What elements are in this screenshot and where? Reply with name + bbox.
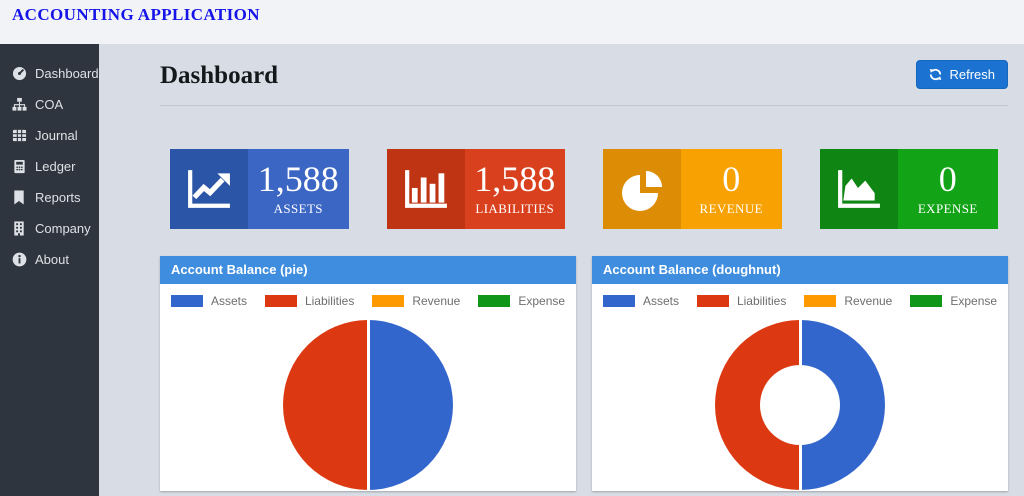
area-chart-icon bbox=[819, 149, 898, 229]
legend-swatch-liabilities bbox=[696, 295, 729, 307]
building-icon bbox=[11, 221, 27, 236]
stat-value: 0 bbox=[722, 159, 741, 199]
legend-label: Expense bbox=[518, 294, 566, 308]
header-divider bbox=[160, 105, 1008, 106]
stat-label: LIABILITIES bbox=[475, 201, 555, 216]
main-content: Dashboard Refresh 1,588 bbox=[99, 44, 1024, 496]
legend-label: Revenue bbox=[412, 294, 461, 308]
panel-body: Assets Liabilities Revenue Expense bbox=[592, 284, 1008, 491]
legend-item-expense: Expense bbox=[910, 294, 997, 308]
stat-value: 1,588 bbox=[474, 159, 556, 199]
legend-item-revenue: Revenue bbox=[372, 294, 460, 308]
pie-chart[interactable] bbox=[283, 320, 453, 490]
chart-panels-row: Account Balance (pie) Assets Liabilities… bbox=[160, 256, 1008, 491]
sidebar-item-about[interactable]: About bbox=[0, 244, 99, 275]
stat-card-body: 1,588 ASSETS bbox=[248, 149, 349, 229]
sidebar-item-label: COA bbox=[35, 97, 64, 112]
legend-label: Revenue bbox=[844, 294, 893, 308]
sidebar-item-label: Company bbox=[35, 221, 91, 236]
stat-label: ASSETS bbox=[273, 201, 323, 216]
sidebar-item-dashboard[interactable]: Dashboard bbox=[0, 58, 99, 89]
panel-account-balance-doughnut: Account Balance (doughnut) Assets Liabil… bbox=[592, 256, 1008, 491]
sidebar-item-reports[interactable]: Reports bbox=[0, 182, 99, 213]
legend-swatch-revenue bbox=[804, 295, 837, 307]
stat-cards-row: 1,588 ASSETS 1,588 LIABILITIES 0 REVENUE bbox=[160, 149, 1008, 229]
panel-title-pie: Account Balance (pie) bbox=[160, 256, 576, 284]
stat-card-assets: 1,588 ASSETS bbox=[170, 149, 349, 229]
legend-swatch-liabilities bbox=[264, 295, 297, 307]
stat-card-expense: 0 EXPENSE bbox=[819, 149, 999, 229]
legend-item-revenue: Revenue bbox=[804, 294, 892, 308]
page-header: Dashboard Refresh bbox=[160, 60, 1008, 90]
table-icon bbox=[11, 128, 27, 143]
stat-value: 1,588 bbox=[257, 159, 339, 199]
doughnut-chart[interactable] bbox=[715, 320, 885, 490]
bar-chart-icon bbox=[386, 149, 465, 229]
legend-label: Liabilities bbox=[736, 294, 787, 308]
legend-swatch-assets bbox=[170, 295, 203, 307]
legend-item-assets: Assets bbox=[602, 294, 679, 308]
legend-label: Assets bbox=[642, 294, 679, 308]
sidebar-item-company[interactable]: Company bbox=[0, 213, 99, 244]
sidebar-item-label: Dashboard bbox=[35, 66, 99, 81]
legend-swatch-expense bbox=[910, 295, 943, 307]
sidebar-item-label: Journal bbox=[35, 128, 78, 143]
stat-card-body: 0 EXPENSE bbox=[898, 149, 999, 229]
page-title: Dashboard bbox=[160, 62, 279, 89]
stat-card-revenue: 0 REVENUE bbox=[603, 149, 782, 229]
sidebar-item-ledger[interactable]: Ledger bbox=[0, 151, 99, 182]
panel-body: Assets Liabilities Revenue Expense bbox=[160, 284, 576, 491]
line-chart-icon bbox=[170, 149, 248, 229]
stat-card-body: 0 REVENUE bbox=[681, 149, 782, 229]
stat-value: 0 bbox=[938, 159, 957, 199]
legend-item-liabilities: Liabilities bbox=[696, 294, 787, 308]
sidebar-item-label: Reports bbox=[35, 190, 81, 205]
calculator-icon bbox=[11, 159, 27, 174]
legend-label: Liabilities bbox=[304, 294, 355, 308]
legend-item-expense: Expense bbox=[478, 294, 565, 308]
panel-account-balance-pie: Account Balance (pie) Assets Liabilities… bbox=[160, 256, 576, 491]
stat-label: REVENUE bbox=[699, 201, 763, 216]
sidebar-item-label: Ledger bbox=[35, 159, 76, 174]
legend-item-assets: Assets bbox=[170, 294, 247, 308]
panel-title-doughnut: Account Balance (doughnut) bbox=[592, 256, 1008, 284]
app-brand: ACCOUNTING APPLICATION bbox=[12, 5, 260, 24]
top-navbar: ACCOUNTING APPLICATION bbox=[0, 0, 1024, 44]
refresh-button[interactable]: Refresh bbox=[916, 60, 1008, 89]
stat-card-body: 1,588 LIABILITIES bbox=[465, 149, 566, 229]
gauge-icon bbox=[11, 66, 27, 81]
chart-legend: Assets Liabilities Revenue Expense bbox=[160, 294, 576, 308]
pie-chart-icon bbox=[603, 149, 681, 229]
sidebar-item-label: About bbox=[35, 252, 69, 267]
sidebar-item-coa[interactable]: COA bbox=[0, 89, 99, 120]
legend-swatch-expense bbox=[478, 295, 511, 307]
chart-legend: Assets Liabilities Revenue Expense bbox=[592, 294, 1008, 308]
refresh-label: Refresh bbox=[949, 67, 995, 82]
sitemap-icon bbox=[11, 97, 27, 112]
bookmark-icon bbox=[11, 190, 27, 205]
sidebar: Dashboard COA Journal Ledger Reports Com… bbox=[0, 44, 99, 496]
refresh-icon bbox=[929, 68, 942, 81]
stat-label: EXPENSE bbox=[917, 201, 978, 216]
legend-label: Assets bbox=[210, 294, 247, 308]
legend-item-liabilities: Liabilities bbox=[264, 294, 355, 308]
stat-card-liabilities: 1,588 LIABILITIES bbox=[386, 149, 566, 229]
legend-swatch-revenue bbox=[372, 295, 405, 307]
legend-label: Expense bbox=[950, 294, 998, 308]
info-circle-icon bbox=[11, 252, 27, 267]
legend-swatch-assets bbox=[602, 295, 635, 307]
sidebar-item-journal[interactable]: Journal bbox=[0, 120, 99, 151]
